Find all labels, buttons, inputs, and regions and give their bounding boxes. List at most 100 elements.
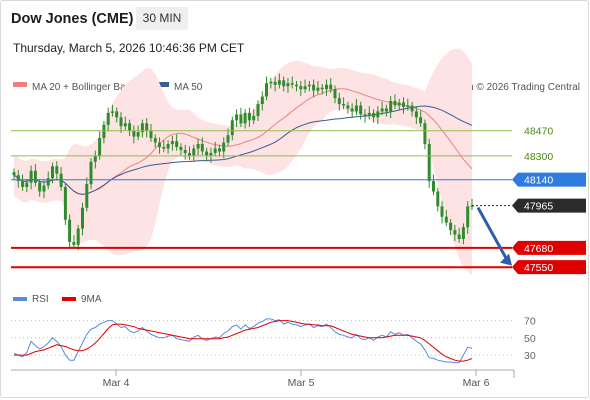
level-tag-47965 [512, 198, 586, 213]
candle-body [222, 142, 226, 152]
candle-body [59, 173, 63, 187]
ma50-line [13, 105, 473, 195]
candle-body [470, 205, 474, 207]
candle-body [153, 138, 157, 143]
candle-body [213, 148, 217, 153]
candle-body [226, 135, 230, 143]
rsi-ma-legend-swatch [62, 297, 76, 301]
candle-body [286, 83, 290, 87]
candle-body [461, 227, 465, 239]
candle-body [200, 144, 204, 152]
level-label-48140: 48140 [524, 175, 553, 187]
copyright-label: Research © 2026 Trading Central [431, 82, 580, 93]
candle-body [295, 84, 298, 87]
candle-body [269, 81, 273, 84]
candle-body [402, 102, 405, 107]
candle-body [333, 89, 337, 99]
x-tick-label: Mar 4 [103, 377, 130, 389]
rsi-tick-label-30: 30 [524, 350, 536, 362]
candle-body [230, 120, 234, 136]
rsi-legend-label: RSI [32, 294, 49, 305]
level-tag-47550 [512, 260, 586, 275]
candle-body [81, 207, 84, 229]
candle-body [136, 132, 140, 137]
candle-body [205, 151, 209, 156]
candle-body [12, 172, 16, 176]
candle-body [453, 230, 457, 235]
candle-body [444, 216, 448, 223]
candle-body [239, 114, 243, 124]
level-label-47550: 47550 [524, 262, 553, 274]
candle-body [68, 219, 72, 242]
candle-body [359, 105, 363, 115]
candle-body [145, 123, 149, 131]
candle-body [299, 86, 303, 90]
candle-body [397, 102, 401, 106]
candle-body [329, 84, 333, 90]
candle-body [218, 148, 221, 152]
candle-body [406, 105, 410, 107]
candle-body [196, 144, 200, 149]
candle-body [16, 175, 20, 182]
timestamp: Thursday, March 5, 2026 10:46:36 PM CET [13, 41, 245, 55]
candle-body [466, 206, 470, 228]
rsi-tick-label-50: 50 [524, 333, 536, 345]
candle-body [457, 234, 461, 239]
level-label-47680: 47680 [524, 243, 553, 255]
candle-body [128, 123, 132, 131]
candle-body [393, 101, 397, 106]
candle-body [303, 86, 307, 90]
candle-body [183, 150, 187, 153]
candle-body [209, 153, 213, 156]
ma50-legend-label: MA 50 [174, 82, 203, 93]
candle-body [192, 148, 196, 156]
candle-body [158, 142, 161, 148]
candle-body [25, 182, 29, 187]
timeframe-badge[interactable]: 30 MIN [136, 7, 188, 30]
candle-body [265, 83, 268, 97]
ma20-legend-label: MA 20 + Bollinger Bands [32, 82, 142, 93]
candle-body [389, 101, 393, 112]
candle-body [115, 111, 119, 118]
candle-body [376, 111, 380, 118]
candle-body [427, 144, 431, 182]
candle-body [325, 84, 328, 90]
candle-body [110, 111, 114, 113]
level-label-48470: 48470 [524, 126, 553, 138]
page-title: Dow Jones (CME) [11, 11, 134, 27]
bollinger-band [14, 48, 472, 275]
candle-body [29, 170, 33, 183]
candle-body [342, 104, 346, 106]
candle-body [247, 112, 251, 121]
rsi-legend-swatch [13, 297, 27, 301]
candle-body [312, 84, 316, 91]
x-axis: Mar 4 Mar 5 Mar 6 [11, 369, 515, 389]
rsi-panel: 70 50 30 [11, 316, 536, 364]
candle-body [76, 228, 80, 245]
candle-body [363, 114, 367, 116]
candle-body [166, 144, 170, 149]
candle-body [243, 112, 247, 124]
candle-body [346, 105, 350, 109]
candle-body [132, 130, 136, 137]
candle-body [449, 222, 453, 231]
candle-body [354, 105, 358, 112]
candle-body [170, 141, 174, 145]
ma20-legend-swatch [13, 82, 27, 87]
candle-body [98, 138, 102, 156]
candle-body [350, 108, 354, 112]
levels-layer: 48470 48300 48140 47965 47680 47550 [11, 126, 586, 275]
candle-body [140, 123, 144, 133]
candle-body [38, 182, 42, 192]
candle-body [63, 187, 67, 220]
candle-body [21, 181, 25, 187]
candle-body [33, 170, 37, 183]
candle-body [380, 108, 384, 112]
candle-body [123, 123, 127, 127]
candle-body [42, 185, 46, 192]
candle-body [440, 206, 444, 217]
candle-body [93, 155, 97, 162]
candle-body [419, 117, 423, 124]
